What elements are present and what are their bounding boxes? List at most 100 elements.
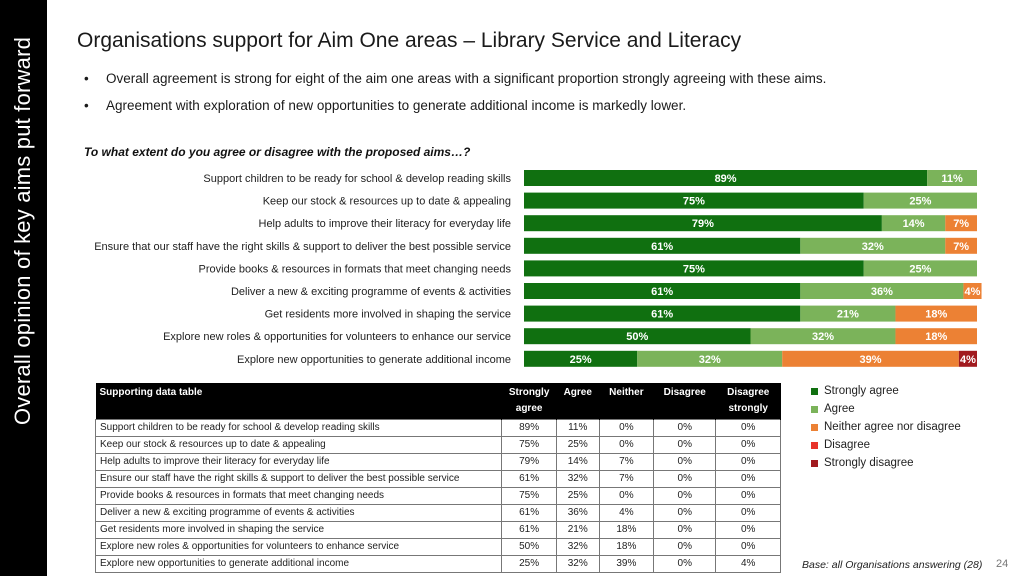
bullet-item: Agreement with exploration of new opport…: [84, 98, 826, 125]
table-header: Disagree: [653, 383, 717, 420]
legend-label: Neither agree nor disagree: [824, 421, 961, 433]
base-note: Base: all Organisations answering (28): [802, 559, 983, 571]
table-cell-value: 25%: [555, 436, 600, 454]
category-label: Help adults to improve their literacy fo…: [259, 218, 512, 230]
table-row: Explore new roles & opportunities for vo…: [94, 538, 781, 556]
table-cell-label: Explore new opportunities to generate ad…: [94, 555, 503, 573]
bar-segment: [524, 350, 638, 367]
table-cell-value: 0%: [653, 436, 717, 454]
bar-segment: [750, 328, 896, 345]
table-cell-value: 0%: [715, 487, 781, 505]
data-label: 18%: [925, 309, 947, 321]
table-cell-value: 32%: [555, 470, 600, 488]
table-header: Neither: [599, 383, 655, 420]
table-header: Agree: [556, 383, 600, 420]
data-label: 32%: [699, 354, 721, 366]
bullet-item: Overall agreement is strong for eight of…: [84, 71, 826, 98]
table-cell-value: 0%: [598, 436, 655, 454]
table-cell-value: 0%: [715, 504, 781, 522]
supporting-data-table: Supporting data table Strongly agree Agr…: [94, 383, 781, 573]
table-cell-value: 0%: [715, 521, 781, 539]
table-body: Support children to be ready for school …: [94, 419, 781, 573]
survey-question: To what extent do you agree or disagree …: [84, 145, 471, 159]
data-label: 39%: [860, 354, 882, 366]
table-cell-value: 39%: [598, 555, 655, 573]
table-cell-value: 7%: [598, 453, 655, 471]
bar-segment: [800, 283, 964, 299]
legend-swatch: [811, 423, 818, 431]
table-cell-value: 0%: [715, 453, 781, 471]
table-cell-value: 0%: [653, 453, 717, 471]
table-cell-value: 0%: [715, 436, 781, 454]
table-cell-value: 4%: [598, 504, 655, 522]
data-label: 32%: [812, 331, 834, 343]
legend-item: Agree: [811, 400, 961, 418]
table-cell-value: 50%: [501, 538, 557, 556]
bar-segment: [524, 170, 928, 186]
bar-segment: [895, 305, 977, 322]
data-label: 18%: [925, 331, 947, 343]
table-cell-value: 75%: [501, 487, 557, 505]
table-cell-value: 11%: [555, 419, 600, 437]
table-header: Disagree strongly: [715, 383, 781, 420]
data-label: 7%: [953, 218, 969, 230]
category-label: Deliver a new & exciting programme of ev…: [231, 286, 512, 298]
page-title: Organisations support for Aim One areas …: [77, 29, 742, 52]
bar-segment: [524, 192, 864, 209]
sidebar: Overall opinion of key aims put forward: [0, 0, 47, 576]
table-cell-label: Get residents more involved in shaping t…: [94, 521, 503, 539]
table-cell-value: 0%: [715, 470, 781, 488]
table-cell-value: 14%: [555, 453, 600, 471]
table-row: Help adults to improve their literacy fo…: [94, 453, 781, 471]
table-cell-value: 0%: [653, 470, 717, 488]
bar-segment: [524, 305, 801, 322]
table-cell-value: 0%: [653, 521, 717, 539]
bullet-list: Overall agreement is strong for eight of…: [84, 71, 826, 125]
bar-segment: [637, 350, 783, 367]
legend-label: Agree: [824, 403, 855, 415]
table-cell-value: 79%: [501, 453, 557, 471]
table-cell-value: 0%: [653, 538, 717, 556]
data-label: 75%: [683, 263, 705, 275]
legend-swatch: [811, 459, 818, 467]
table-row: Explore new opportunities to generate ad…: [94, 555, 781, 573]
data-label: 79%: [692, 218, 714, 230]
data-label: 61%: [651, 241, 673, 253]
table-cell-value: 0%: [653, 555, 717, 573]
table-cell-value: 61%: [501, 504, 557, 522]
table-cell-value: 0%: [715, 538, 781, 556]
bar-segment: [524, 260, 864, 277]
legend-label: Strongly agree: [824, 385, 899, 397]
table-cell-label: Ensure our staff have the right skills &…: [94, 470, 503, 488]
table-cell-value: 75%: [501, 436, 557, 454]
table-cell-label: Deliver a new & exciting programme of ev…: [94, 504, 503, 522]
table-header: Strongly agree: [501, 383, 557, 420]
bar-segment: [524, 237, 801, 254]
table-cell-value: 7%: [598, 470, 655, 488]
table-cell-label: Provide books & resources in formats tha…: [94, 487, 503, 505]
category-label: Provide books & resources in formats tha…: [199, 263, 512, 275]
legend-swatch: [811, 405, 818, 413]
table-header-row: Supporting data table Strongly agree Agr…: [95, 383, 781, 420]
table-cell-value: 36%: [555, 504, 600, 522]
legend-item: Strongly disagree: [811, 454, 961, 472]
table-cell-value: 89%: [501, 419, 557, 437]
table-cell-value: 21%: [555, 521, 600, 539]
bar-segment: [782, 350, 959, 367]
page-number: 24: [996, 558, 1009, 570]
table-cell-value: 18%: [598, 538, 655, 556]
bar-segment: [927, 170, 977, 186]
legend-swatch: [811, 387, 818, 395]
table-row: Support children to be ready for school …: [94, 419, 781, 437]
table-cell-value: 61%: [501, 470, 557, 488]
data-label: 61%: [651, 309, 673, 321]
legend-item: Neither agree nor disagree: [811, 418, 961, 436]
table-row: Ensure our staff have the right skills &…: [94, 470, 781, 488]
legend-item: Strongly agree: [811, 382, 961, 400]
category-label: Support children to be ready for school …: [203, 173, 511, 185]
table-cell-value: 32%: [555, 538, 600, 556]
bar-segment: [524, 215, 882, 232]
category-label: Keep our stock & resources up to date & …: [263, 196, 511, 208]
category-label: Explore new opportunities to generate ad…: [237, 354, 511, 366]
legend-label: Disagree: [824, 439, 871, 451]
